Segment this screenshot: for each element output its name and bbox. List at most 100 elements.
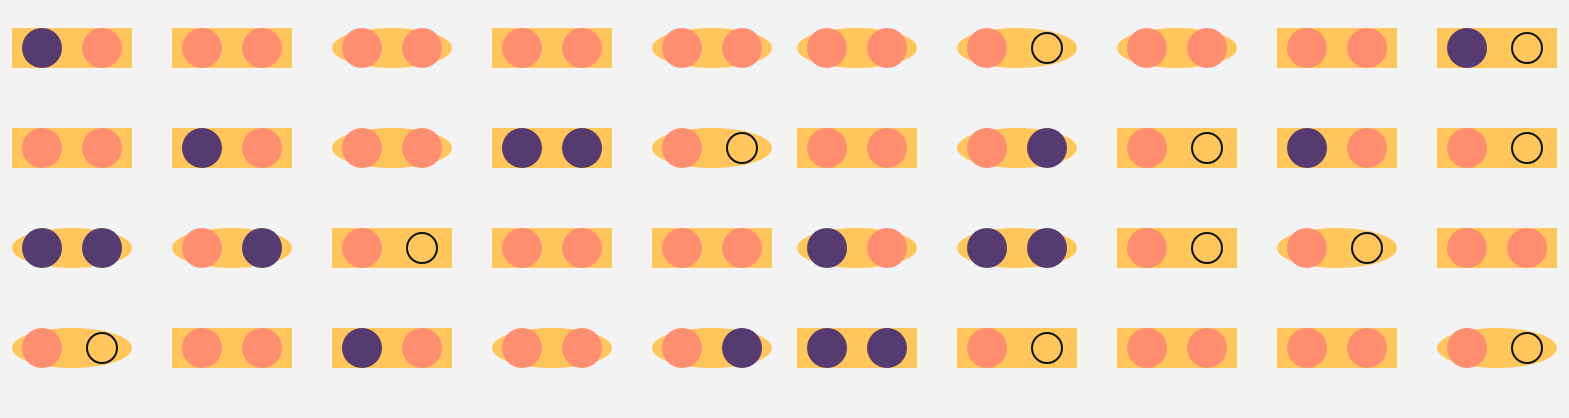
token-pair	[12, 128, 132, 168]
coral-dot	[242, 128, 282, 168]
coral-dot	[967, 28, 1007, 68]
coral-dot	[1347, 28, 1387, 68]
coral-dot	[82, 128, 122, 168]
token-pair	[1117, 228, 1237, 268]
ring-marker	[1031, 32, 1063, 64]
token-pair	[492, 328, 612, 368]
coral-dot	[182, 328, 222, 368]
token-pair	[957, 128, 1077, 168]
token-pair	[492, 128, 612, 168]
token-pair	[332, 228, 452, 268]
purple-dot	[502, 128, 542, 168]
ring-marker	[1511, 132, 1543, 164]
coral-dot	[182, 228, 222, 268]
coral-dot	[1447, 228, 1487, 268]
purple-dot	[82, 228, 122, 268]
coral-dot	[807, 128, 847, 168]
purple-dot	[182, 128, 222, 168]
token-pair	[172, 128, 292, 168]
token-pair	[797, 328, 917, 368]
ring-marker	[726, 132, 758, 164]
token-pair	[492, 28, 612, 68]
grid-row-1	[12, 28, 1557, 68]
token-pair	[332, 128, 452, 168]
coral-dot	[242, 328, 282, 368]
coral-dot	[342, 28, 382, 68]
token-pair	[172, 28, 292, 68]
purple-dot	[242, 228, 282, 268]
token-pair	[1117, 28, 1237, 68]
purple-dot	[562, 128, 602, 168]
ring-marker	[406, 232, 438, 264]
ring-marker	[1191, 132, 1223, 164]
token-pair	[1277, 128, 1397, 168]
coral-dot	[867, 228, 907, 268]
ring-marker	[1351, 232, 1383, 264]
token-pair	[1437, 28, 1557, 68]
ring-marker	[86, 332, 118, 364]
token-pair	[957, 228, 1077, 268]
purple-dot	[807, 328, 847, 368]
coral-dot	[1127, 28, 1167, 68]
coral-dot	[402, 28, 442, 68]
purple-dot	[22, 228, 62, 268]
grid-row-2	[12, 128, 1557, 168]
coral-dot	[1447, 128, 1487, 168]
token-pair	[652, 28, 772, 68]
coral-dot	[1287, 28, 1327, 68]
coral-dot	[1127, 228, 1167, 268]
purple-dot	[22, 28, 62, 68]
token-pair	[1277, 28, 1397, 68]
ring-marker	[1511, 332, 1543, 364]
ring-marker	[1031, 332, 1063, 364]
token-pair	[957, 328, 1077, 368]
token-pair	[1277, 228, 1397, 268]
coral-dot	[562, 328, 602, 368]
token-pair	[172, 228, 292, 268]
purple-dot	[342, 328, 382, 368]
coral-dot	[22, 128, 62, 168]
coral-dot	[722, 28, 762, 68]
coral-dot	[1187, 328, 1227, 368]
purple-dot	[722, 328, 762, 368]
coral-dot	[82, 28, 122, 68]
token-pair	[1437, 228, 1557, 268]
coral-dot	[402, 128, 442, 168]
token-pair	[652, 228, 772, 268]
coral-dot	[1347, 128, 1387, 168]
coral-dot	[967, 128, 1007, 168]
grid-row-4	[12, 328, 1557, 368]
coral-dot	[1347, 328, 1387, 368]
coral-dot	[662, 328, 702, 368]
token-pair	[1437, 328, 1557, 368]
coral-dot	[182, 28, 222, 68]
token-pair	[797, 28, 917, 68]
coral-dot	[1187, 28, 1227, 68]
coral-dot	[662, 228, 702, 268]
coral-dot	[1287, 328, 1327, 368]
coral-dot	[1127, 328, 1167, 368]
token-pair	[1117, 328, 1237, 368]
token-pair	[12, 228, 132, 268]
grid-row-3	[12, 228, 1557, 268]
coral-dot	[562, 28, 602, 68]
token-pair	[12, 28, 132, 68]
token-pair	[172, 328, 292, 368]
coral-dot	[967, 328, 1007, 368]
ring-marker	[1511, 32, 1543, 64]
coral-dot	[502, 28, 542, 68]
token-pair	[332, 328, 452, 368]
coral-dot	[342, 228, 382, 268]
token-pair	[1437, 128, 1557, 168]
purple-dot	[1027, 128, 1067, 168]
purple-dot	[867, 328, 907, 368]
token-pair	[332, 28, 452, 68]
coral-dot	[562, 228, 602, 268]
coral-dot	[807, 28, 847, 68]
coral-dot	[722, 228, 762, 268]
purple-dot	[1447, 28, 1487, 68]
token-pair	[797, 228, 917, 268]
coral-dot	[1447, 328, 1487, 368]
token-pair	[652, 128, 772, 168]
